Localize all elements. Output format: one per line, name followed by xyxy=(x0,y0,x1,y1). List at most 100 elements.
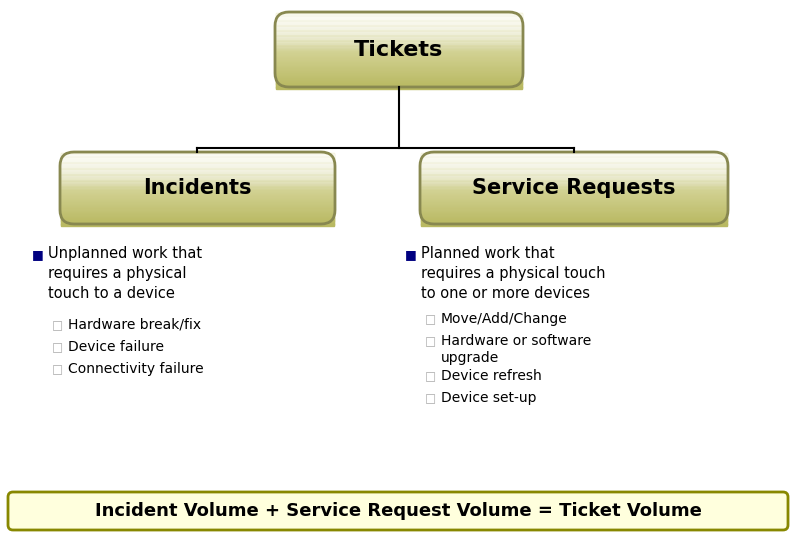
Bar xyxy=(421,179,727,181)
Bar xyxy=(276,30,522,33)
Bar xyxy=(421,189,727,191)
Bar xyxy=(61,219,334,221)
Bar xyxy=(61,200,334,202)
Text: Hardware break/fix: Hardware break/fix xyxy=(68,318,201,332)
Bar xyxy=(276,78,522,80)
Bar xyxy=(421,167,727,170)
Bar xyxy=(61,194,334,196)
Bar xyxy=(61,176,334,178)
Bar xyxy=(61,193,334,195)
Bar xyxy=(61,166,334,168)
Bar xyxy=(421,217,727,219)
Bar xyxy=(61,188,334,190)
Bar xyxy=(276,85,522,87)
Bar xyxy=(421,187,727,189)
Bar xyxy=(421,158,727,160)
Bar xyxy=(61,207,334,209)
Bar xyxy=(421,195,727,197)
Bar xyxy=(421,154,727,157)
Bar xyxy=(421,188,727,190)
Bar xyxy=(61,165,334,167)
Bar xyxy=(61,202,334,205)
Bar xyxy=(61,174,334,177)
Bar xyxy=(61,161,334,164)
Bar xyxy=(421,220,727,222)
Bar xyxy=(421,153,727,155)
Bar xyxy=(276,28,522,30)
Bar xyxy=(61,222,334,225)
Bar xyxy=(276,77,522,79)
Text: ■: ■ xyxy=(32,248,44,261)
Bar xyxy=(61,171,334,173)
Bar xyxy=(421,212,727,214)
Bar xyxy=(61,204,334,206)
Bar xyxy=(421,156,727,158)
Bar xyxy=(276,38,522,40)
Text: Hardware or software
upgrade: Hardware or software upgrade xyxy=(441,334,591,365)
Bar xyxy=(61,211,334,213)
Bar xyxy=(421,184,727,186)
Bar xyxy=(276,16,522,18)
Bar xyxy=(276,24,522,26)
Bar xyxy=(421,166,727,168)
Bar xyxy=(421,172,727,174)
Bar xyxy=(421,221,727,224)
Bar xyxy=(421,182,727,184)
Bar xyxy=(421,160,727,163)
Bar xyxy=(61,161,334,164)
Bar xyxy=(421,178,727,180)
Bar xyxy=(276,53,522,55)
Bar xyxy=(276,40,522,43)
Bar xyxy=(276,76,522,78)
Bar xyxy=(421,184,727,186)
Bar xyxy=(421,198,727,200)
Bar xyxy=(61,187,334,189)
Bar xyxy=(276,69,522,71)
Bar xyxy=(61,174,334,177)
Bar xyxy=(61,221,334,224)
Bar xyxy=(421,159,727,161)
Text: Unplanned work that
requires a physical
touch to a device: Unplanned work that requires a physical … xyxy=(48,246,202,301)
Bar xyxy=(61,153,334,155)
Bar xyxy=(61,218,334,220)
Bar xyxy=(421,211,727,213)
Bar xyxy=(276,22,522,24)
Bar xyxy=(61,205,334,207)
Bar xyxy=(276,36,522,38)
Bar xyxy=(421,164,727,166)
Bar xyxy=(421,183,727,185)
Bar xyxy=(276,18,522,20)
Bar xyxy=(61,196,334,198)
Text: Service Requests: Service Requests xyxy=(472,178,676,198)
Bar xyxy=(276,42,522,44)
Text: □: □ xyxy=(52,341,63,354)
Bar xyxy=(61,210,334,212)
Bar xyxy=(421,168,727,171)
Bar xyxy=(276,21,522,23)
Bar xyxy=(276,73,522,75)
Bar xyxy=(421,200,727,202)
Bar xyxy=(276,14,522,17)
Bar xyxy=(276,84,522,86)
Bar xyxy=(421,171,727,173)
Bar xyxy=(276,45,522,48)
Bar xyxy=(276,74,522,77)
Bar xyxy=(61,185,334,187)
Bar xyxy=(421,172,727,174)
Bar xyxy=(61,153,334,155)
Bar xyxy=(421,164,727,166)
Bar xyxy=(276,25,522,28)
Bar xyxy=(276,42,522,44)
Bar xyxy=(61,213,334,215)
Bar xyxy=(421,177,727,179)
Bar xyxy=(421,222,727,225)
Bar xyxy=(421,224,727,226)
Bar xyxy=(421,204,727,206)
Bar xyxy=(421,176,727,178)
Bar xyxy=(276,47,522,49)
Bar xyxy=(61,187,334,189)
Bar xyxy=(276,80,522,83)
Bar xyxy=(421,202,727,205)
Bar xyxy=(421,157,727,159)
Bar xyxy=(421,166,727,168)
